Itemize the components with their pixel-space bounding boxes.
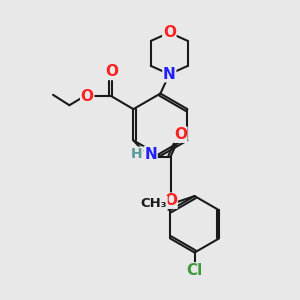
Text: O: O — [174, 127, 187, 142]
Text: O: O — [81, 89, 94, 104]
Text: O: O — [164, 193, 177, 208]
Text: Cl: Cl — [187, 263, 203, 278]
Text: H: H — [131, 147, 143, 161]
Text: N: N — [144, 147, 157, 162]
Text: O: O — [105, 64, 118, 80]
Text: N: N — [163, 67, 176, 82]
Text: CH₃: CH₃ — [140, 196, 167, 210]
Text: O: O — [163, 25, 176, 40]
